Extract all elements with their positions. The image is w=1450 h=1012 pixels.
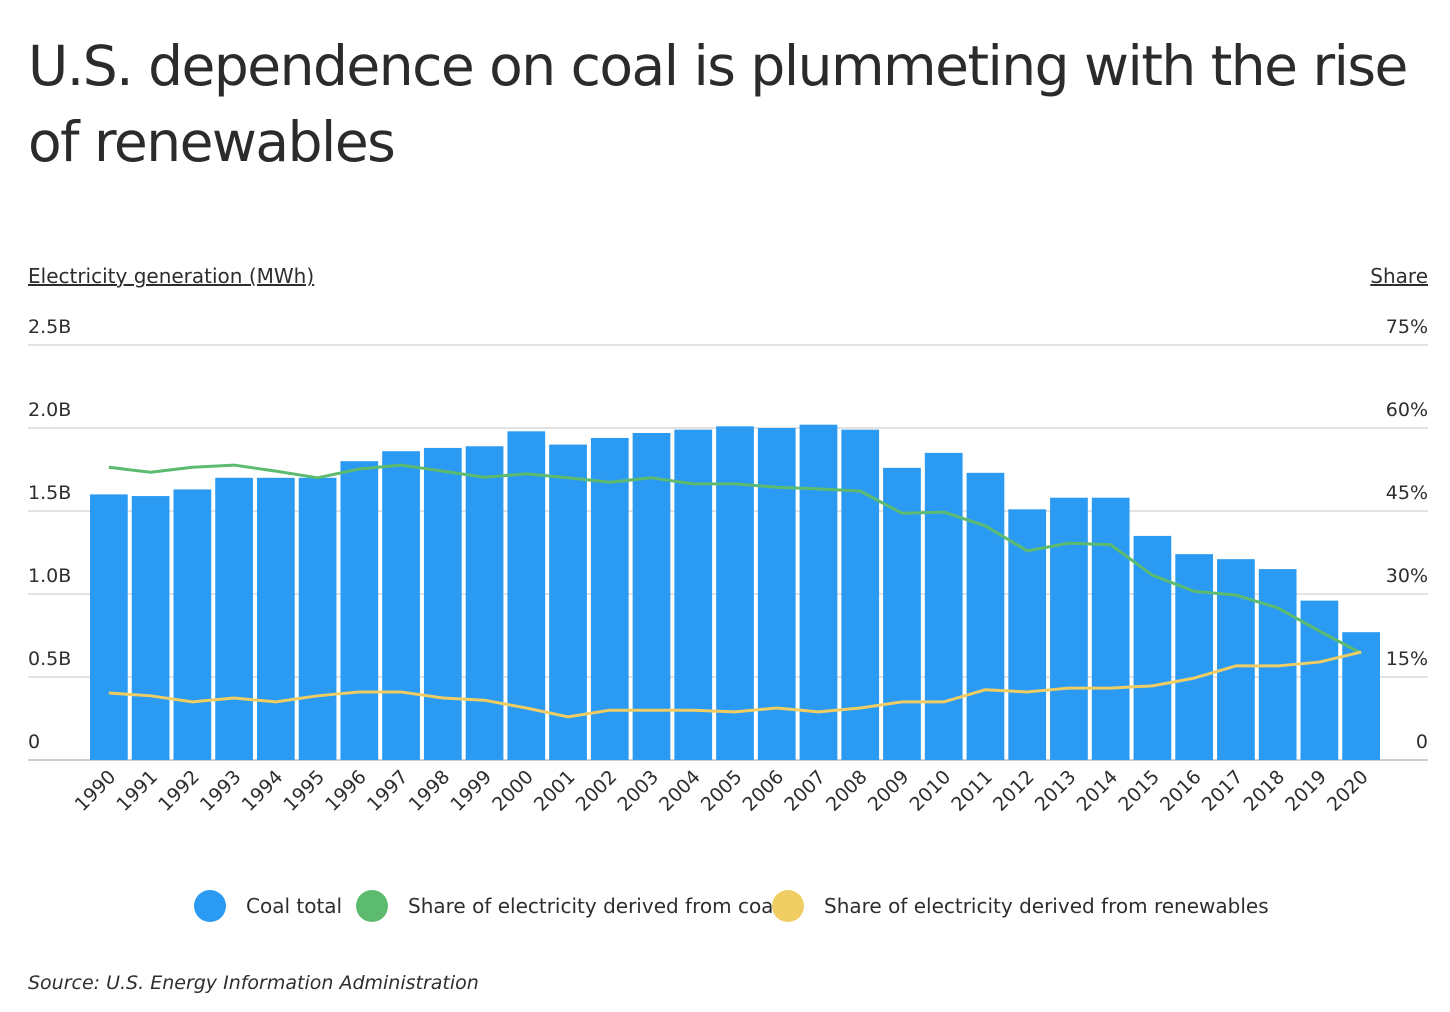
x-tick-label: 2013 bbox=[1031, 766, 1081, 816]
right-tick-label: 0 bbox=[1416, 731, 1428, 753]
bar-2015 bbox=[1133, 535, 1172, 760]
x-tick-label: 2001 bbox=[530, 766, 580, 816]
share-lines bbox=[108, 463, 1362, 719]
source-note: Source: U.S. Energy Information Administ… bbox=[28, 972, 479, 994]
coal-share-line bbox=[108, 463, 1362, 655]
x-tick-label: 2014 bbox=[1072, 766, 1122, 816]
x-tick-label: 2010 bbox=[905, 766, 955, 816]
right-tick-label: 60% bbox=[1386, 399, 1428, 421]
bar-1992 bbox=[173, 489, 212, 760]
legend-marker bbox=[356, 890, 388, 922]
x-tick-label: 2000 bbox=[488, 766, 538, 816]
x-tick-label: 2003 bbox=[613, 766, 663, 816]
right-tick-label: 75% bbox=[1386, 316, 1428, 338]
bar-2019 bbox=[1300, 600, 1339, 760]
x-tick-label: 2008 bbox=[822, 766, 872, 816]
bar-2016 bbox=[1175, 554, 1214, 760]
x-tick-label: 2006 bbox=[739, 766, 789, 816]
bar-2003 bbox=[632, 432, 671, 760]
x-tick-label: 1992 bbox=[154, 766, 204, 816]
legend-label: Share of electricity derived from coal bbox=[408, 894, 779, 918]
legend-marker bbox=[194, 890, 226, 922]
x-tick-label: 1996 bbox=[321, 766, 371, 816]
bar-2002 bbox=[590, 437, 629, 760]
x-tick-label: 2005 bbox=[697, 766, 747, 816]
chart-title: U.S. dependence on coal is plummeting wi… bbox=[28, 34, 1408, 174]
bar-1993 bbox=[215, 477, 253, 760]
left-tick-label: 2.5B bbox=[28, 316, 71, 338]
x-axis-ticks: 1990199119921993199419951996199719981999… bbox=[71, 766, 1373, 816]
legend-label: Coal total bbox=[246, 894, 342, 918]
x-tick-label: 1995 bbox=[279, 766, 329, 816]
right-tick-label: 45% bbox=[1386, 482, 1428, 504]
left-axis-title: Electricity generation (MWh) bbox=[28, 264, 314, 288]
bar-2011 bbox=[966, 472, 1005, 760]
right-tick-label: 15% bbox=[1386, 648, 1428, 670]
bar-2001 bbox=[549, 444, 587, 760]
x-tick-label: 1999 bbox=[446, 766, 496, 816]
x-tick-label: 1997 bbox=[363, 766, 413, 816]
x-tick-label: 2015 bbox=[1114, 766, 1164, 816]
bar-1998 bbox=[423, 447, 462, 760]
bar-1999 bbox=[465, 446, 504, 760]
bar-2020 bbox=[1342, 632, 1380, 760]
bar-1990 bbox=[90, 494, 128, 760]
bar-2014 bbox=[1091, 497, 1130, 760]
x-tick-label: 2018 bbox=[1239, 766, 1289, 816]
renewables-share-line bbox=[108, 650, 1362, 719]
x-tick-label: 2016 bbox=[1156, 766, 1206, 816]
x-tick-label: 2004 bbox=[655, 766, 705, 816]
legend-marker bbox=[772, 890, 804, 922]
left-tick-label: 1.0B bbox=[28, 565, 71, 587]
bar-1996 bbox=[340, 461, 379, 760]
left-tick-label: 1.5B bbox=[28, 482, 71, 504]
x-tick-label: 1994 bbox=[238, 766, 288, 816]
bar-1997 bbox=[382, 451, 420, 760]
bar-1995 bbox=[298, 477, 337, 760]
bar-2006 bbox=[757, 428, 796, 760]
coal-total-bars bbox=[90, 424, 1380, 760]
bar-1991 bbox=[131, 496, 170, 760]
bar-2013 bbox=[1050, 497, 1088, 760]
x-tick-label: 2020 bbox=[1323, 766, 1373, 816]
left-tick-label: 0 bbox=[28, 731, 40, 753]
x-tick-label: 1998 bbox=[405, 766, 455, 816]
x-tick-label: 2012 bbox=[989, 766, 1039, 816]
x-tick-label: 2011 bbox=[947, 766, 997, 816]
x-tick-label: 2009 bbox=[864, 766, 914, 816]
legend-label: Share of electricity derived from renewa… bbox=[824, 894, 1269, 918]
x-tick-label: 2002 bbox=[572, 766, 622, 816]
x-tick-label: 2017 bbox=[1198, 766, 1248, 816]
x-tick-label: 1991 bbox=[112, 766, 162, 816]
bar-1994 bbox=[256, 477, 295, 760]
right-axis-title: Share bbox=[1370, 264, 1428, 288]
left-tick-label: 0.5B bbox=[28, 648, 71, 670]
bar-2017 bbox=[1217, 559, 1255, 760]
legend: Coal total Share of electricity derived f… bbox=[194, 890, 1269, 922]
bar-2010 bbox=[924, 452, 963, 760]
left-tick-label: 2.0B bbox=[28, 399, 71, 421]
x-tick-label: 1990 bbox=[71, 766, 121, 816]
x-tick-label: 1993 bbox=[196, 766, 246, 816]
bar-2007 bbox=[799, 424, 838, 760]
bar-2009 bbox=[883, 467, 921, 760]
right-tick-label: 30% bbox=[1386, 565, 1428, 587]
bar-2005 bbox=[716, 426, 754, 760]
right-axis-ticks: 0 15% 30% 45% 60% 75% bbox=[1386, 316, 1428, 753]
x-tick-label: 2019 bbox=[1281, 766, 1331, 816]
x-tick-label: 2007 bbox=[780, 766, 830, 816]
left-axis-ticks: 0 0.5B 1.0B 1.5B 2.0B 2.5B bbox=[28, 316, 71, 753]
